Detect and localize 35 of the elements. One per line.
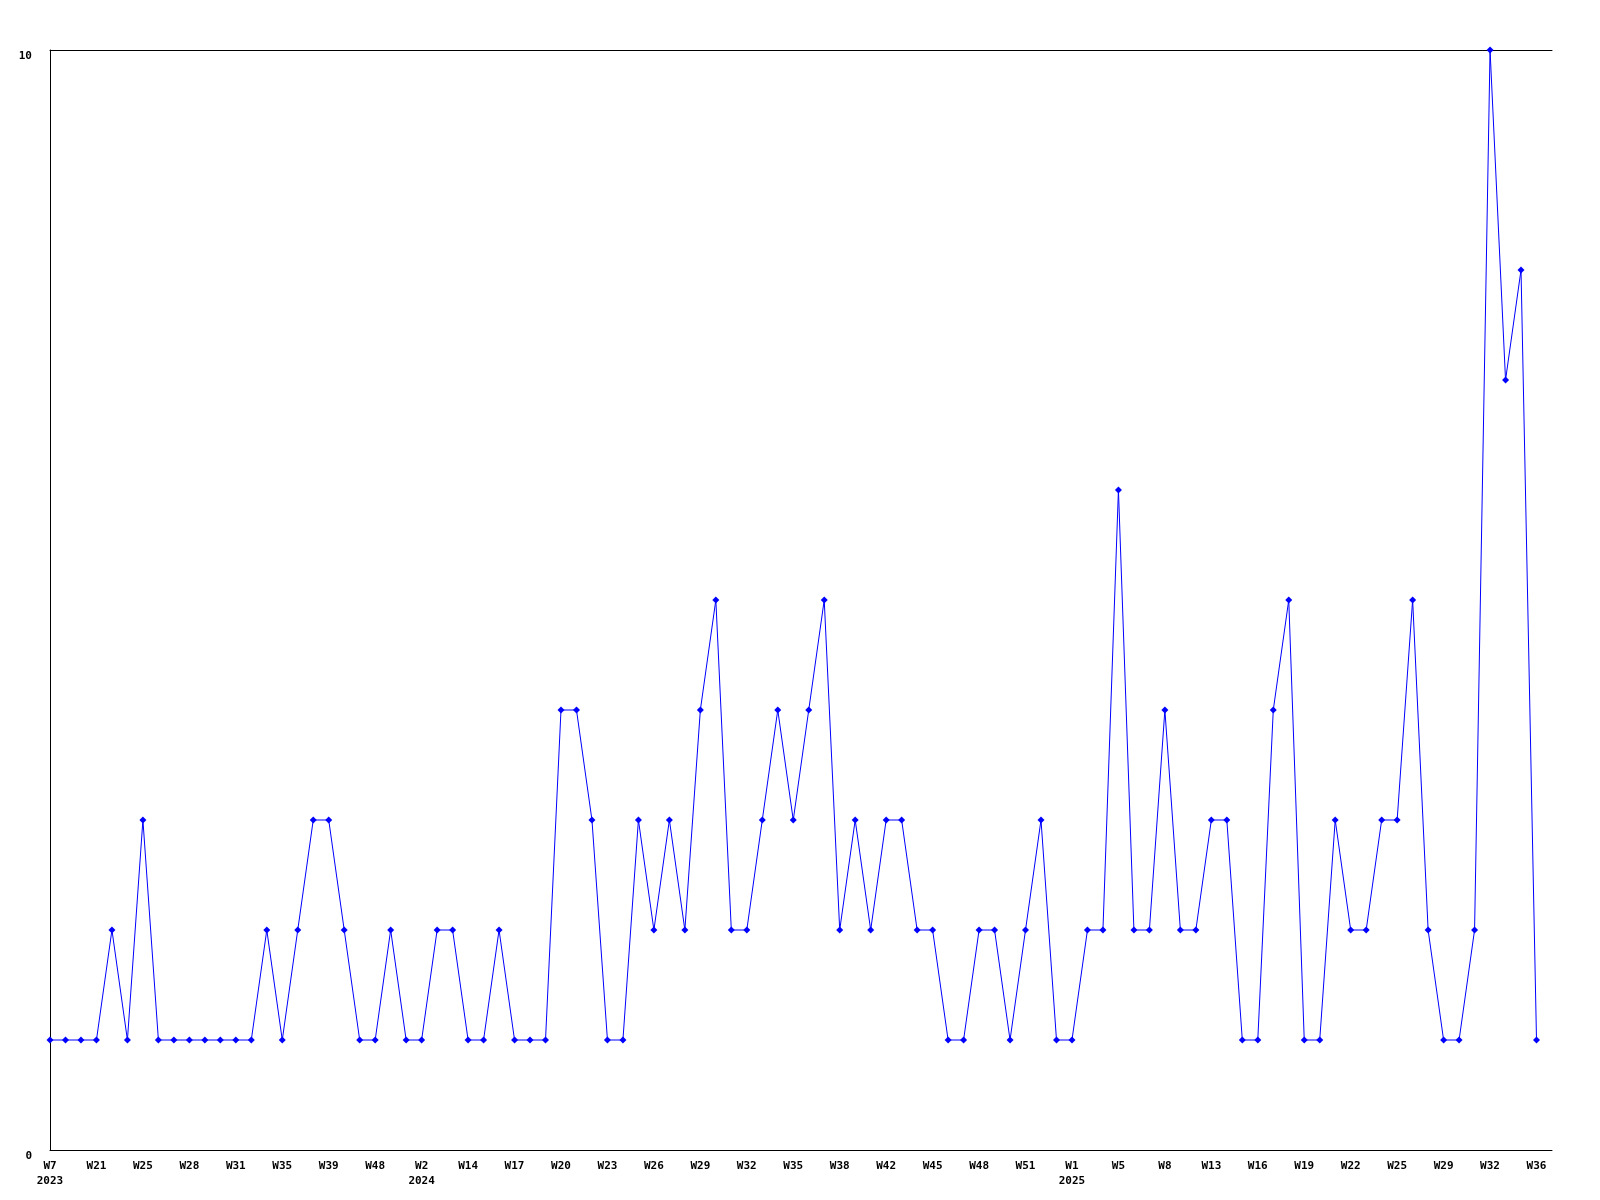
x-tick-label: W32 <box>736 1159 757 1172</box>
x-tick-label: W35 <box>272 1159 293 1172</box>
x-tick-label: W39 <box>318 1159 339 1172</box>
x-tick-label: W21 <box>86 1159 107 1172</box>
x-tick-label: W19 <box>1294 1159 1315 1172</box>
x-tick-label: W5 <box>1111 1159 1126 1172</box>
x-tick-label: W16 <box>1247 1159 1269 1172</box>
y-tick-label: 10 <box>18 49 32 62</box>
x-tick-label: W48 <box>969 1159 990 1172</box>
x-tick-label: W2 2024 <box>408 1159 436 1187</box>
x-tick-label: W23 <box>597 1159 618 1172</box>
x-tick-label: W51 <box>1015 1159 1036 1172</box>
x-tick-label: W45 <box>922 1159 943 1172</box>
x-tick-label: W26 <box>643 1159 665 1172</box>
x-tick-label: W31 <box>225 1159 247 1172</box>
x-tick-label: W13 <box>1201 1159 1222 1172</box>
x-tick-label: W22 <box>1340 1159 1361 1172</box>
x-tick-label: W7 2023 <box>36 1159 64 1187</box>
x-tick-label: W1 2025 <box>1058 1159 1086 1187</box>
x-tick-label: W48 <box>365 1159 386 1172</box>
x-tick-label: W17 <box>504 1159 525 1172</box>
x-tick-label: W28 <box>179 1159 200 1172</box>
x-tick-label: W25 <box>1387 1159 1408 1172</box>
x-tick-label: W25 <box>132 1159 153 1172</box>
x-tick-label: W35 <box>783 1159 804 1172</box>
x-tick-label: W29 <box>1433 1159 1454 1172</box>
x-tick-label: W8 <box>1158 1159 1172 1172</box>
x-tick-label: W38 <box>829 1159 850 1172</box>
x-tick-label: W42 <box>876 1159 897 1172</box>
x-tick-label: W29 <box>690 1159 711 1172</box>
x-tick-label: W14 <box>458 1159 479 1172</box>
y-tick-label: 0 <box>25 1149 32 1162</box>
x-tick-label: W36 <box>1526 1159 1547 1172</box>
x-tick-label: W20 <box>551 1159 571 1172</box>
x-tick-label: W32 <box>1480 1159 1500 1172</box>
